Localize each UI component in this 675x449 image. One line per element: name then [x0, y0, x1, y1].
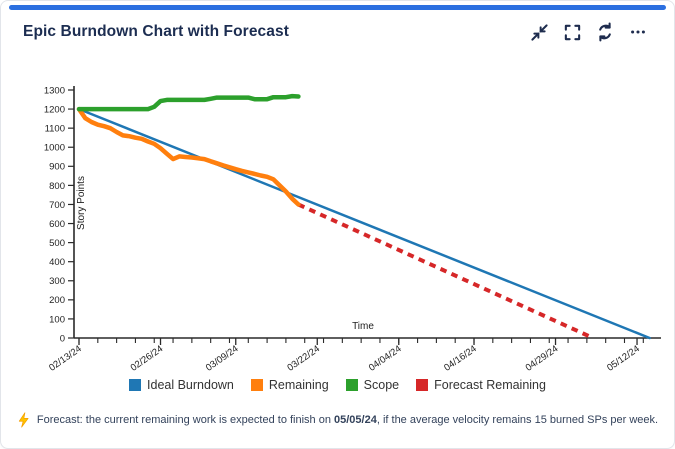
svg-text:1000: 1000 [44, 143, 65, 154]
svg-text:Time: Time [352, 321, 374, 332]
legend-swatch [250, 379, 263, 391]
chart-canvas: 0 100 200 300 400 500 600 700 800 900 1000 1100 1200… [44, 85, 661, 374]
more-options-icon[interactable] [628, 22, 648, 42]
legend-swatch [345, 379, 358, 391]
fullscreen-icon[interactable] [562, 22, 582, 42]
svg-text:04/29/24: 04/29/24 [524, 343, 561, 373]
panel-accent-bar [9, 5, 666, 10]
svg-text:Story Points: Story Points [76, 176, 87, 230]
legend-item-ideal-burndown[interactable]: Ideal Burndown [129, 378, 234, 392]
legend-label: Scope [363, 378, 400, 392]
legend-item-remaining[interactable]: Remaining [250, 378, 329, 392]
svg-text:400: 400 [49, 257, 65, 268]
svg-text:800: 800 [49, 181, 65, 192]
panel-toolbar [529, 22, 648, 42]
lightning-icon [18, 412, 29, 428]
legend-label: Forecast Remaining [434, 378, 546, 392]
svg-text:02/26/24: 02/26/24 [129, 343, 166, 373]
svg-text:300: 300 [49, 276, 65, 287]
panel-title: Epic Burndown Chart with Forecast [23, 23, 289, 40]
svg-text:04/04/24: 04/04/24 [367, 343, 404, 373]
legend-swatch [129, 379, 142, 391]
svg-text:03/22/24: 03/22/24 [285, 343, 322, 373]
svg-text:900: 900 [49, 162, 65, 173]
panel-header: Epic Burndown Chart with Forecast [1, 1, 674, 42]
svg-text:600: 600 [49, 219, 65, 230]
legend-item-scope[interactable]: Scope [345, 378, 400, 392]
forecast-date: 05/05/24 [334, 414, 377, 426]
svg-text:04/16/24: 04/16/24 [442, 343, 479, 373]
svg-text:500: 500 [49, 238, 65, 249]
svg-text:0: 0 [60, 333, 65, 344]
svg-text:03/09/24: 03/09/24 [204, 343, 241, 373]
svg-text:200: 200 [49, 295, 65, 306]
svg-text:700: 700 [49, 200, 65, 211]
forecast-text: Forecast: the current remaining work is … [36, 414, 659, 426]
legend-label: Ideal Burndown [147, 378, 234, 392]
svg-text:02/13/24: 02/13/24 [47, 343, 84, 373]
legend-label: Remaining [268, 378, 329, 392]
svg-text:1200: 1200 [44, 104, 65, 115]
svg-text:1300: 1300 [44, 85, 65, 96]
svg-text:05/12/24: 05/12/24 [605, 343, 642, 373]
legend-item-forecast-remaining[interactable]: Forecast Remaining [416, 378, 546, 392]
refresh-icon[interactable] [595, 22, 615, 42]
svg-text:1100: 1100 [45, 124, 65, 135]
chart-legend: Ideal Burndown Remaining Scope Forecast Rem… [1, 378, 674, 392]
legend-swatch [416, 379, 429, 391]
forecast-note: Forecast: the current remaining work is … [1, 412, 674, 428]
collapse-icon[interactable] [529, 22, 549, 42]
burndown-chart: 0 100 200 300 400 500 600 700 800 900 1000 1100 1200… [1, 64, 674, 376]
svg-text:100: 100 [49, 314, 65, 325]
